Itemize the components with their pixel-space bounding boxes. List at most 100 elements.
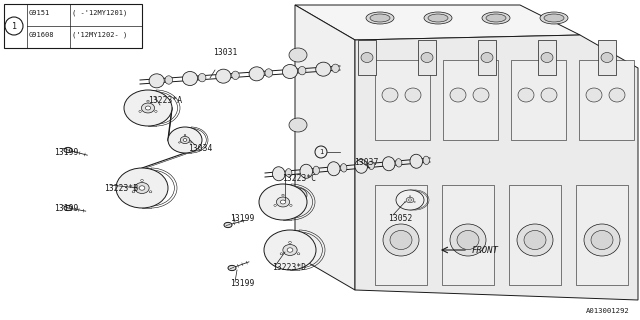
Ellipse shape	[298, 67, 306, 75]
Ellipse shape	[147, 100, 149, 102]
Bar	[598, 40, 616, 75]
Text: 13223*B: 13223*B	[104, 183, 138, 193]
Ellipse shape	[584, 224, 620, 256]
Ellipse shape	[290, 204, 292, 206]
Bar	[4, 4, 142, 48]
Ellipse shape	[289, 241, 291, 244]
Ellipse shape	[406, 197, 414, 203]
Bar	[375, 185, 427, 285]
Ellipse shape	[544, 14, 564, 22]
Ellipse shape	[486, 14, 506, 22]
Ellipse shape	[228, 265, 236, 271]
Ellipse shape	[601, 52, 613, 62]
Ellipse shape	[328, 162, 340, 176]
Ellipse shape	[396, 159, 402, 167]
Text: ( -'12MY1201): ( -'12MY1201)	[72, 10, 127, 16]
Ellipse shape	[591, 230, 613, 250]
Ellipse shape	[313, 166, 319, 174]
Ellipse shape	[273, 167, 285, 181]
Ellipse shape	[280, 253, 283, 255]
Text: 13223*C: 13223*C	[282, 173, 316, 182]
Ellipse shape	[232, 71, 239, 79]
Text: 13199: 13199	[54, 148, 78, 156]
Ellipse shape	[361, 52, 373, 62]
Ellipse shape	[184, 134, 186, 136]
Text: 13199: 13199	[54, 204, 78, 212]
Ellipse shape	[410, 196, 411, 197]
Ellipse shape	[540, 12, 568, 24]
Ellipse shape	[390, 230, 412, 250]
Ellipse shape	[457, 230, 479, 250]
Bar	[509, 185, 561, 285]
Ellipse shape	[382, 88, 398, 102]
Ellipse shape	[283, 244, 297, 255]
Ellipse shape	[524, 230, 546, 250]
Ellipse shape	[179, 142, 180, 143]
Text: 1: 1	[319, 149, 323, 155]
Ellipse shape	[423, 156, 429, 164]
Ellipse shape	[249, 67, 264, 81]
Ellipse shape	[355, 159, 367, 173]
Ellipse shape	[198, 74, 206, 82]
Bar	[418, 40, 436, 75]
Ellipse shape	[141, 103, 155, 113]
Bar	[511, 60, 566, 140]
Ellipse shape	[450, 224, 486, 256]
Bar	[443, 60, 498, 140]
Ellipse shape	[276, 197, 290, 207]
Ellipse shape	[383, 157, 395, 171]
Ellipse shape	[366, 12, 394, 24]
Ellipse shape	[183, 139, 187, 141]
Text: 13034: 13034	[188, 143, 212, 153]
Ellipse shape	[482, 12, 510, 24]
Ellipse shape	[414, 201, 415, 203]
Bar	[478, 40, 496, 75]
Ellipse shape	[265, 69, 273, 77]
Text: 13052: 13052	[388, 213, 412, 222]
Ellipse shape	[168, 127, 202, 153]
Ellipse shape	[609, 88, 625, 102]
Ellipse shape	[259, 184, 307, 220]
Text: 1: 1	[12, 21, 17, 30]
Text: FRONT: FRONT	[472, 245, 499, 254]
Ellipse shape	[289, 188, 307, 202]
Ellipse shape	[340, 164, 347, 172]
Ellipse shape	[145, 106, 150, 110]
Polygon shape	[355, 35, 638, 300]
Ellipse shape	[481, 52, 493, 62]
Text: 13223*A: 13223*A	[148, 95, 182, 105]
Ellipse shape	[410, 154, 422, 168]
Ellipse shape	[297, 253, 300, 255]
Text: G91608: G91608	[29, 32, 54, 38]
Ellipse shape	[282, 65, 298, 78]
Bar	[576, 185, 628, 285]
Polygon shape	[295, 5, 580, 40]
Ellipse shape	[586, 88, 602, 102]
Ellipse shape	[450, 88, 466, 102]
Ellipse shape	[116, 168, 168, 208]
Ellipse shape	[404, 201, 406, 203]
Text: G9151: G9151	[29, 10, 51, 16]
Ellipse shape	[64, 205, 72, 211]
Ellipse shape	[132, 191, 135, 193]
Ellipse shape	[370, 14, 390, 22]
Ellipse shape	[182, 71, 198, 85]
Ellipse shape	[282, 194, 284, 196]
Ellipse shape	[139, 186, 145, 190]
Ellipse shape	[274, 204, 276, 206]
Ellipse shape	[405, 88, 421, 102]
Ellipse shape	[368, 161, 374, 170]
Ellipse shape	[287, 248, 293, 252]
Ellipse shape	[141, 180, 143, 181]
Ellipse shape	[541, 88, 557, 102]
Text: ('12MY1202- ): ('12MY1202- )	[72, 32, 127, 38]
Ellipse shape	[289, 48, 307, 62]
Ellipse shape	[517, 224, 553, 256]
Ellipse shape	[280, 200, 285, 204]
Text: 13199: 13199	[230, 279, 254, 289]
Ellipse shape	[64, 148, 72, 153]
Ellipse shape	[289, 118, 307, 132]
Ellipse shape	[316, 62, 331, 76]
Ellipse shape	[424, 12, 452, 24]
Ellipse shape	[224, 222, 232, 228]
